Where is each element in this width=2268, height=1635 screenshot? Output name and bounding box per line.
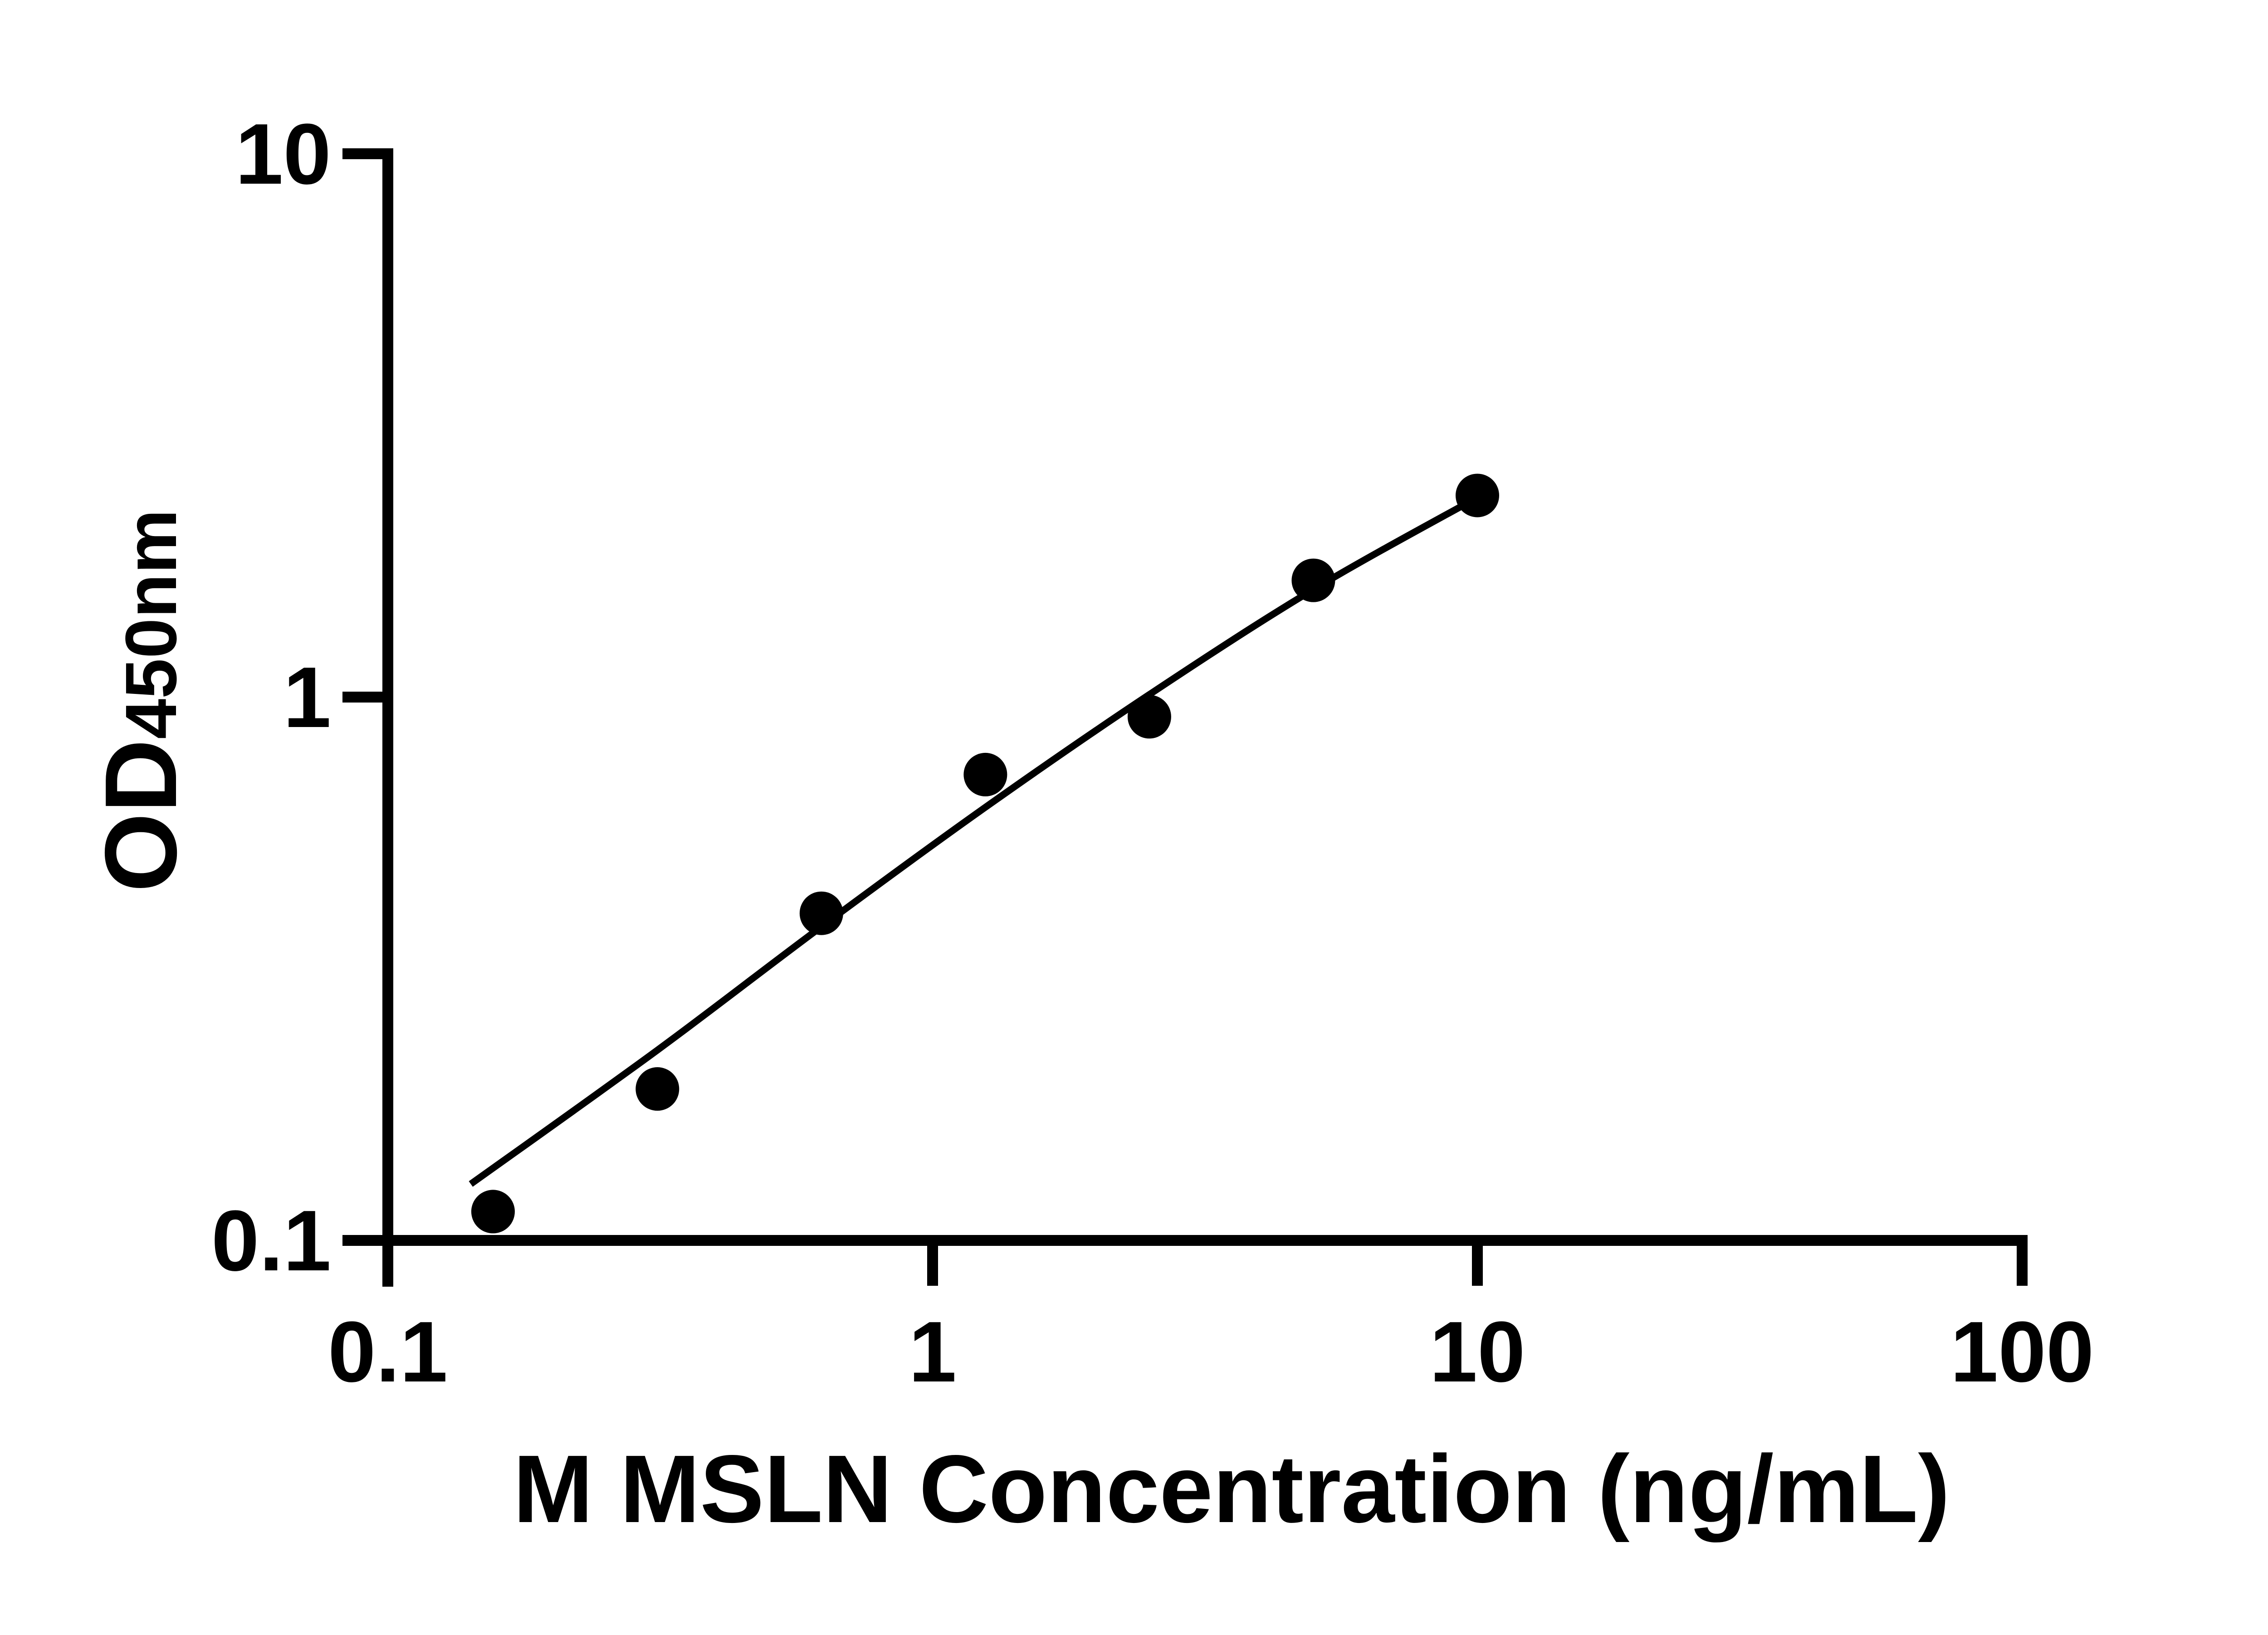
data-points-layer bbox=[471, 473, 1499, 1234]
data-point bbox=[635, 1067, 679, 1111]
data-point bbox=[1127, 695, 1171, 739]
y-tick-label: 1 bbox=[283, 649, 331, 746]
data-point bbox=[1456, 473, 1499, 517]
y-axis-title-main: OD bbox=[83, 739, 198, 893]
x-axis-title: M MSLN Concentration (ng/mL) bbox=[513, 1435, 1950, 1542]
data-point bbox=[963, 752, 1007, 796]
x-axis-ticks bbox=[927, 1246, 2028, 1286]
data-point bbox=[1291, 558, 1335, 602]
data-point bbox=[471, 1190, 515, 1234]
y-tick-label: 0.1 bbox=[211, 1193, 331, 1289]
x-tick-label: 10 bbox=[1429, 1304, 1525, 1400]
y-tick-label: 10 bbox=[235, 106, 331, 202]
y-axis-title: OD450nm bbox=[83, 509, 198, 892]
y-axis-ticks bbox=[342, 148, 382, 703]
x-tick-label: 100 bbox=[1950, 1304, 2094, 1400]
x-tick-label: 0.1 bbox=[328, 1304, 448, 1400]
y-axis-tick-labels: 0.1 1 10 bbox=[211, 106, 331, 1289]
data-point bbox=[799, 891, 843, 935]
x-axis-tick-labels: 0.1 1 10 100 bbox=[328, 1304, 2094, 1400]
x-tick-label: 1 bbox=[909, 1304, 957, 1400]
y-axis-title-sub: 450nm bbox=[110, 509, 191, 739]
